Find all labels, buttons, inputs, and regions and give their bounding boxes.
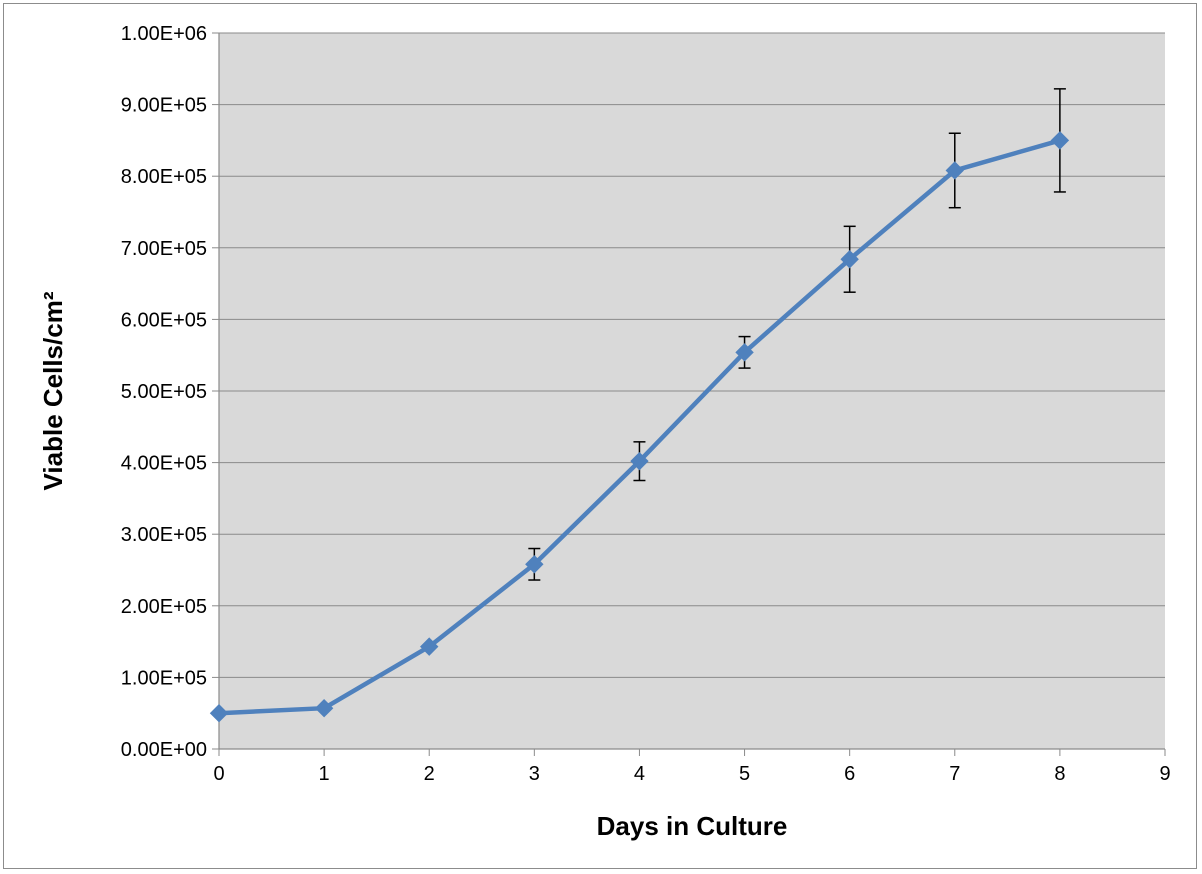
y-tick-label: 9.00E+05 (121, 95, 207, 117)
y-tick-labels: 0.00E+00 1.00E+05 2.00E+05 3.00E+05 4.00E+05… (121, 23, 207, 761)
data-point-marker (525, 555, 544, 574)
y-tick-label: 7.00E+05 (121, 238, 207, 260)
x-tick-label: 9 (1159, 763, 1170, 785)
y-tick-label: 8.00E+05 (121, 166, 207, 188)
y-tick-label: 1.00E+05 (121, 667, 207, 689)
x-tick-label: 1 (319, 763, 330, 785)
data-point-marker (314, 698, 334, 718)
x-tick-label: 5 (739, 763, 750, 785)
data-point-marker (945, 161, 964, 180)
y-tick-label: 6.00E+05 (121, 309, 207, 331)
x-tick-label: 2 (424, 763, 435, 785)
x-tick-label: 0 (213, 763, 224, 785)
y-tick-label: 3.00E+05 (121, 524, 207, 546)
y-tick-label: 2.00E+05 (121, 596, 207, 618)
axes (212, 32, 1166, 756)
x-tick-label: 6 (844, 763, 855, 785)
series-markers (209, 131, 1070, 723)
x-tick-label: 8 (1054, 763, 1065, 785)
data-point-marker (735, 343, 754, 362)
gridlines (219, 32, 1165, 678)
x-tick-labels: 0 1 2 3 4 5 6 7 8 9 (213, 763, 1170, 785)
y-tick-label: 1.00E+06 (121, 23, 207, 45)
y-tick-label: 0.00E+00 (121, 739, 207, 761)
x-tick-label: 4 (634, 763, 645, 785)
data-point-marker (840, 250, 859, 269)
data-point-marker (209, 703, 229, 723)
data-point-marker (630, 451, 649, 471)
y-tick-label: 4.00E+05 (121, 453, 207, 475)
x-axis-title: Days in Culture (597, 811, 788, 841)
y-tick-label: 5.00E+05 (121, 381, 207, 403)
data-point-marker (420, 637, 439, 656)
x-tick-label: 7 (949, 763, 960, 785)
x-tick-label: 3 (529, 763, 540, 785)
y-axis-title: Viable Cells/cm² (38, 291, 68, 490)
data-point-marker (1050, 131, 1070, 150)
